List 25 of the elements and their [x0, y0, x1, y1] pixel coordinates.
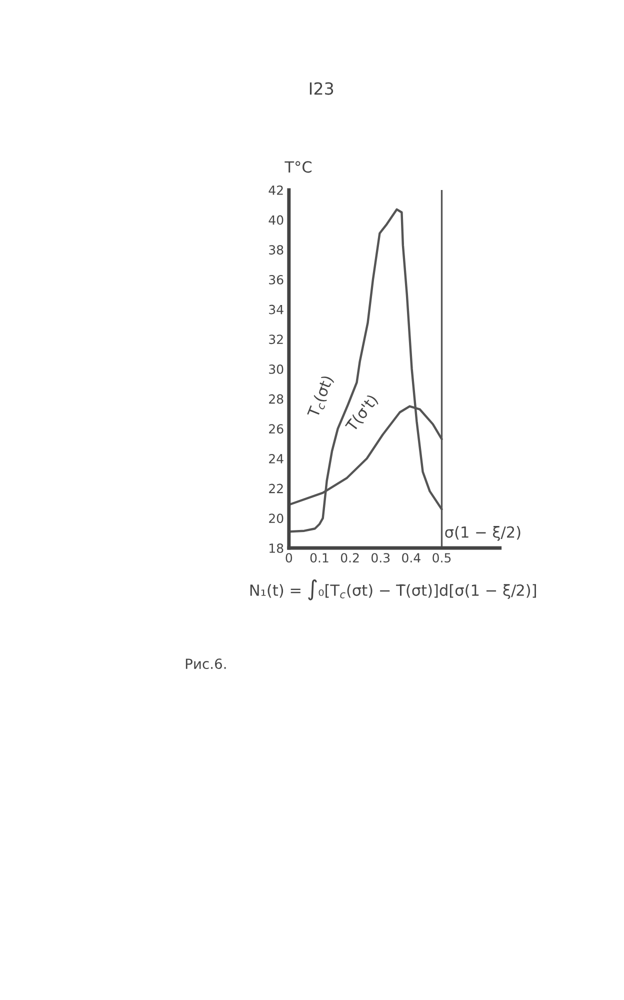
y-tick-label: 18	[270, 543, 284, 553]
y-tick-label: 36	[269, 274, 284, 284]
y-tick-label: 20	[269, 514, 284, 524]
text: Рис.6.	[186, 658, 226, 670]
y-tick-label: 28	[269, 394, 284, 404]
x-tick-label: 0.4	[402, 553, 420, 563]
x-axis-title: σ(1 − ξ/2)	[445, 526, 520, 541]
y-tick-label: 40	[268, 215, 284, 225]
text: I23	[310, 82, 334, 95]
y-tick-label: 34	[269, 304, 284, 314]
x-tick-label: 0	[286, 553, 292, 563]
y-axis-title: T°C	[284, 161, 312, 173]
y-tick-label: 22	[269, 484, 283, 494]
x-tick-label: 0.2	[340, 553, 359, 563]
y-tick-label: 38	[269, 245, 284, 255]
text: T$_{c}$(σt)	[306, 374, 336, 420]
y-tick-label: 42	[268, 185, 283, 195]
y-tick-label: 26	[269, 424, 284, 434]
y-tick-label: 30	[269, 364, 284, 374]
text: N₁(t) = ∫₀[T$_{c}$(σt) − T̄(σt)]d[σ(1 − ξ/2)]	[250, 579, 536, 600]
y-tick-label: 24	[269, 454, 284, 464]
x-tick-label: 0.1	[310, 553, 328, 563]
x-tick-label: 0.3	[372, 553, 390, 563]
x-tick-label: 0.5	[432, 553, 451, 563]
y-tick-label: 32	[269, 334, 283, 344]
